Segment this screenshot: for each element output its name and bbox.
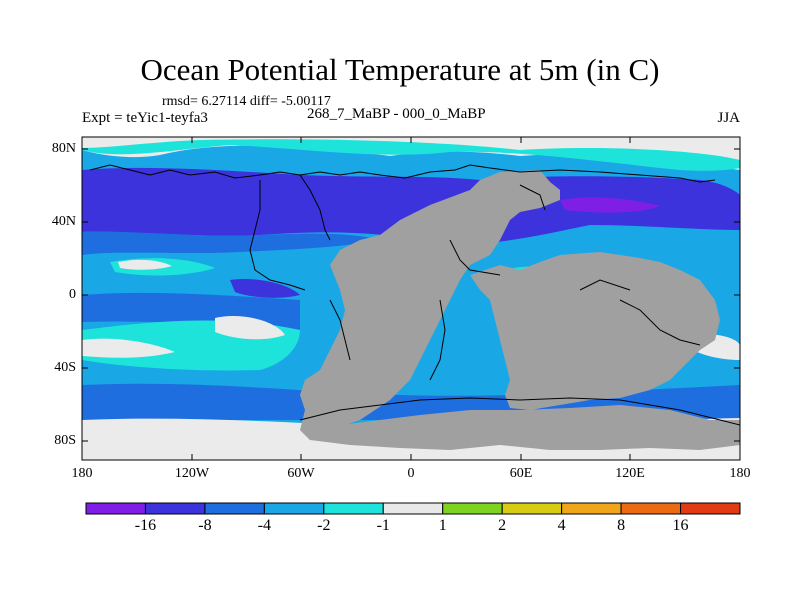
- y-label-40s: 40S: [54, 360, 76, 375]
- y-label-0: 0: [69, 287, 76, 302]
- colorbar-label: -8: [198, 517, 212, 534]
- modern-coastline-north: [89, 164, 716, 291]
- colorbar-box: [323, 502, 384, 515]
- x-label-120w: 120W: [174, 466, 210, 481]
- colorbar-box: [442, 502, 503, 515]
- colorbar: [85, 502, 741, 515]
- north-dark-band: [82, 167, 740, 245]
- colorbar-label: -4: [257, 517, 272, 534]
- colorbar-label: 4: [557, 517, 566, 534]
- colorbar-box: [85, 502, 146, 515]
- tropical-white: [118, 259, 172, 270]
- difference-label: 268_7_MaBP - 000_0_MaBP: [307, 106, 486, 122]
- season-label: JJA: [717, 110, 740, 126]
- colorbar-label: -1: [376, 517, 390, 534]
- x-ticks: [81, 137, 631, 460]
- x-label-0: 0: [407, 466, 415, 481]
- chart-title: Ocean Potential Temperature at 5m (in C): [140, 52, 660, 87]
- modern-coastline-south: [299, 279, 740, 426]
- colorbar-label: 8: [617, 517, 626, 534]
- colorbar-label: -2: [317, 517, 331, 534]
- colorbar-box: [204, 502, 265, 515]
- colorbar-box: [620, 502, 682, 515]
- x-label-180e: 180: [729, 466, 751, 481]
- arctic-cyan: [82, 139, 740, 171]
- equatorial-dark: [230, 279, 300, 298]
- x-label-60e: 60E: [509, 466, 533, 481]
- colorbar-label: -16: [134, 517, 157, 534]
- north-mid-band: [82, 231, 380, 255]
- y-label-80n: 80N: [51, 141, 76, 156]
- colorbar-box: [561, 502, 622, 515]
- continent-central: [470, 252, 720, 410]
- south-white-2: [82, 338, 175, 358]
- south-white-1: [215, 315, 285, 340]
- colorbar-label: 1: [438, 517, 447, 534]
- colorbar-box: [263, 502, 325, 515]
- x-label-180w: 180: [71, 466, 93, 481]
- x-label-60w: 60W: [287, 466, 315, 481]
- y-label-80s: 80S: [54, 433, 76, 448]
- colorbar-box: [680, 502, 741, 515]
- antarctica: [300, 405, 740, 450]
- purple-patch: [560, 197, 660, 213]
- experiment-label: Expt = teYic1-teyfa3: [82, 110, 208, 126]
- y-ticks: [82, 148, 740, 442]
- colorbar-label: 16: [672, 517, 689, 534]
- y-label-40n: 40N: [51, 214, 76, 229]
- colorbar-box: [144, 502, 206, 515]
- statistics-label: rmsd= 6.27114 diff= -5.00117: [162, 94, 331, 109]
- colorbar-label: 2: [498, 517, 507, 534]
- x-label-120e: 120E: [615, 466, 645, 481]
- continent-east: [300, 170, 560, 440]
- colorbar-box: [382, 502, 444, 515]
- colorbar-box: [501, 502, 563, 515]
